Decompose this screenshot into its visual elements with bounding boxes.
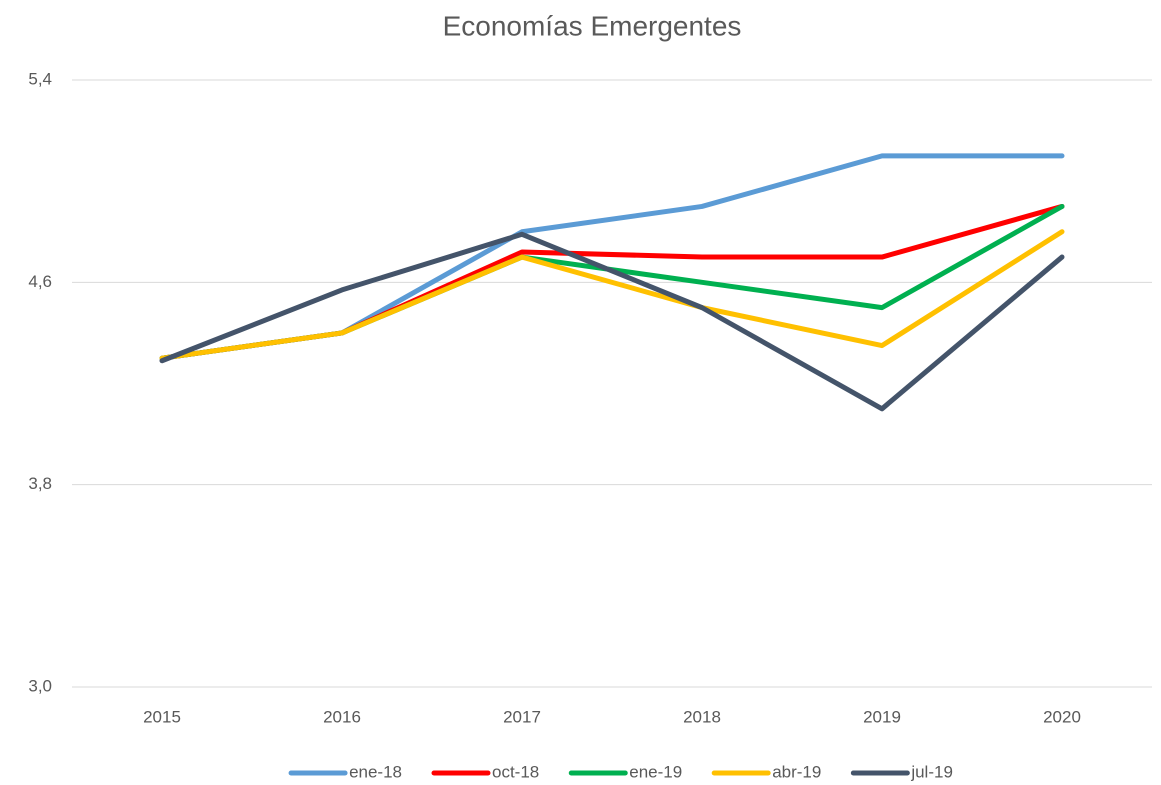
x-tick-label: 2019 [863, 707, 901, 726]
x-tick-label: 2015 [143, 707, 181, 726]
x-tick-label: 2020 [1043, 707, 1081, 726]
legend-label: ene-19 [629, 762, 682, 781]
x-tick-label: 2017 [503, 707, 541, 726]
x-tick-label: 2018 [683, 707, 721, 726]
series-line [159, 231, 1065, 412]
series-line [159, 229, 1065, 361]
x-tick-label: 2016 [323, 707, 361, 726]
legend-label: abr-19 [772, 762, 821, 781]
legend-label: oct-18 [492, 762, 539, 781]
y-tick-label: 3,0 [28, 676, 52, 695]
chart-title: Economías Emergentes [443, 10, 742, 41]
legend-label: jul-19 [910, 762, 953, 781]
legend-label: ene-18 [349, 762, 402, 781]
y-tick-label: 5,4 [28, 69, 52, 88]
y-tick-label: 3,8 [28, 474, 52, 493]
y-tick-label: 4,6 [28, 272, 52, 291]
